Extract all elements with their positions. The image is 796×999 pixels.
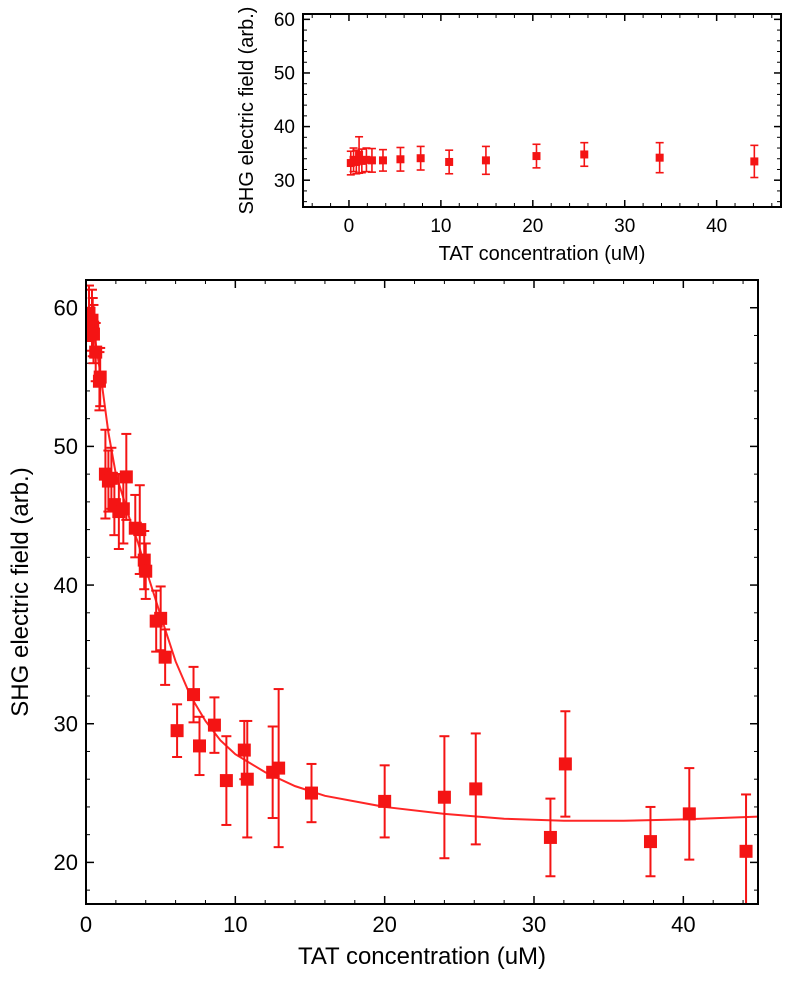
data-marker: [750, 157, 758, 165]
xtick-label: 0: [80, 912, 92, 937]
data-marker: [580, 150, 588, 158]
data-marker: [117, 502, 130, 515]
inset-ylabel: SHG electric field (arb.): [236, 7, 258, 215]
xtick-label: 40: [706, 216, 727, 237]
ytick-label: 50: [274, 64, 295, 85]
data-marker: [559, 757, 572, 770]
data-marker: [368, 156, 376, 164]
xtick-label: 30: [614, 216, 635, 237]
data-marker: [740, 845, 753, 858]
ytick-label: 30: [274, 171, 295, 192]
xtick-label: 30: [522, 912, 546, 937]
data-marker: [544, 831, 557, 844]
data-marker: [171, 724, 184, 737]
data-marker: [94, 371, 107, 384]
data-marker: [272, 762, 285, 775]
data-marker: [193, 739, 206, 752]
data-marker: [417, 154, 425, 162]
data-marker: [238, 744, 251, 757]
data-marker: [379, 156, 387, 164]
data-marker: [220, 774, 233, 787]
data-marker: [208, 719, 221, 732]
ytick-label: 60: [54, 295, 78, 320]
data-marker: [159, 651, 172, 664]
data-marker: [378, 795, 391, 808]
inset-xlabel: TAT concentration (uM): [439, 243, 646, 265]
data-marker: [532, 152, 540, 160]
data-marker: [438, 791, 451, 804]
ytick-label: 40: [274, 117, 295, 138]
data-marker: [482, 156, 490, 164]
data-group: [82, 286, 758, 909]
main-plot: 0 10 20 30 40 20 30 40 50 60 TAT concentration (uM…: [7, 280, 758, 970]
xtick-label: 20: [372, 912, 396, 937]
xtick-label: 10: [223, 912, 247, 937]
data-marker: [656, 154, 664, 162]
xtick-label: 0: [344, 216, 355, 237]
data-marker: [445, 158, 453, 166]
inset-plot: 0 10 20 30 40 30 40 50 60 TAT concentration (uM) S…: [236, 7, 781, 265]
data-marker: [683, 807, 696, 820]
xtick-label: 10: [430, 216, 451, 237]
ytick-label: 30: [54, 711, 78, 736]
inset-plot-frame: [303, 14, 781, 207]
xlabel: TAT concentration (uM): [298, 943, 546, 970]
data-marker: [138, 554, 151, 567]
data-marker: [644, 835, 657, 848]
data-marker: [469, 782, 482, 795]
data-marker: [120, 470, 133, 483]
xtick-label: 40: [671, 912, 695, 937]
ytick-label: 20: [54, 850, 78, 875]
data-marker: [87, 328, 100, 341]
figure-root: 0 10 20 30 40 20 30 40 50 60 TAT concentration (uM…: [0, 0, 796, 994]
inset-data-group: [347, 137, 759, 178]
ytick-label: 50: [54, 434, 78, 459]
xtick-label: 20: [522, 216, 543, 237]
ytick-label: 60: [274, 10, 295, 31]
ytick-label: 40: [54, 573, 78, 598]
data-marker: [154, 612, 167, 625]
data-marker: [187, 688, 200, 701]
ylabel: SHG electric field (arb.): [7, 467, 34, 716]
figure-svg: 0 10 20 30 40 20 30 40 50 60 TAT concentration (uM…: [0, 0, 796, 994]
data-marker: [139, 565, 152, 578]
data-marker: [241, 773, 254, 786]
fit-curve: [86, 308, 758, 821]
data-marker: [305, 787, 318, 800]
data-marker: [396, 155, 404, 163]
